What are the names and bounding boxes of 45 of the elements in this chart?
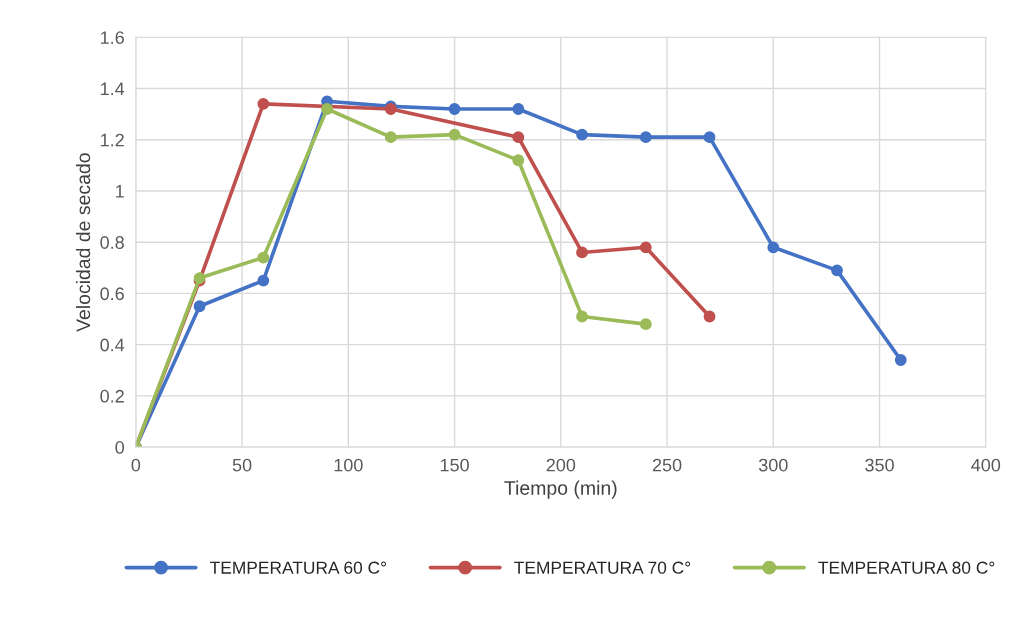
legend-label: TEMPERATURA 60 C° xyxy=(210,561,386,574)
point xyxy=(193,300,206,313)
point xyxy=(894,354,907,366)
x-tick-label: 200 xyxy=(546,458,576,472)
point xyxy=(576,128,588,141)
y-tick-label: 1 xyxy=(116,185,124,198)
y-tick-label: 1.4 xyxy=(101,82,125,96)
point xyxy=(767,241,780,254)
point xyxy=(639,241,652,254)
point xyxy=(639,318,652,331)
y-tick-label: 0 xyxy=(115,441,125,454)
y-tick-label: 0.2 xyxy=(100,389,124,403)
point xyxy=(257,97,270,110)
y-tick-label: 0.6 xyxy=(100,287,124,301)
y-tick-label: 0.4 xyxy=(100,338,125,352)
point xyxy=(257,274,270,287)
point xyxy=(384,131,397,144)
y-tick-label: 1.2 xyxy=(101,133,124,147)
point xyxy=(703,310,716,323)
point xyxy=(448,128,461,141)
x-tick-label: 350 xyxy=(865,458,894,472)
point xyxy=(448,103,461,115)
x-tick-label: 150 xyxy=(440,458,469,472)
point xyxy=(512,103,525,115)
x-tick-label: 50 xyxy=(232,458,252,472)
point xyxy=(639,131,652,144)
x-tick-label: 400 xyxy=(971,458,1001,472)
legend-label: TEMPERATURA 70 C° xyxy=(514,561,691,574)
point xyxy=(576,310,588,323)
x-axis-title: Tiempo (min) xyxy=(504,480,617,499)
x-tick-label: 250 xyxy=(652,458,682,472)
point xyxy=(257,251,270,264)
y-tick-label: 1.6 xyxy=(101,31,124,44)
x-tick-label: 300 xyxy=(758,458,788,472)
point xyxy=(703,131,716,144)
point xyxy=(576,246,588,259)
point xyxy=(512,154,525,167)
x-tick-label: 100 xyxy=(334,458,363,472)
y-axis-title: Velocidad de secado xyxy=(75,153,91,332)
legend-label: TEMPERATURA 80 C° xyxy=(818,561,995,574)
point xyxy=(321,103,333,115)
point xyxy=(831,264,843,277)
y-tick-label: 0.8 xyxy=(100,236,124,249)
point xyxy=(512,131,525,144)
x-tick-label: 0 xyxy=(131,458,141,472)
